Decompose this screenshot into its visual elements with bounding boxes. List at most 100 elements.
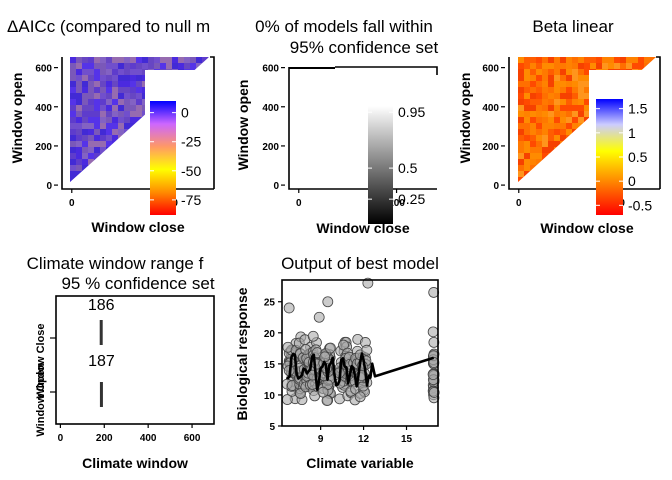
y-tick-label: 600	[35, 64, 52, 75]
x-tick-label: 200	[388, 198, 405, 209]
legend-tick-label: 1.5	[628, 101, 648, 117]
heatmap-cell	[112, 123, 118, 129]
heatmap-cell	[536, 147, 542, 153]
heatmap-cell	[530, 87, 536, 93]
heatmap-cell	[530, 63, 536, 69]
heatmap-cell	[518, 81, 524, 87]
heatmap-cell	[76, 117, 82, 123]
heatmap-cell	[136, 105, 142, 111]
heatmap-cell	[106, 75, 112, 81]
heatmap-cell	[70, 177, 76, 182]
heatmap-cell	[106, 87, 112, 93]
heatmap-cell	[118, 93, 124, 99]
heatmap-cell	[536, 159, 542, 165]
heatmap-cell	[100, 63, 106, 69]
heatmap-cell	[542, 147, 548, 153]
heatmap-cell	[76, 141, 82, 147]
heatmap-cell	[572, 123, 578, 129]
heatmap-cell	[536, 177, 542, 182]
heatmap-cell	[196, 57, 202, 63]
heatmap-cell	[106, 69, 112, 75]
heatmap-cell	[524, 111, 530, 117]
heatmap-cell	[136, 81, 142, 87]
heatmap-cell	[536, 117, 542, 123]
heatmap-cell	[88, 63, 94, 69]
heatmap-cell	[518, 57, 524, 63]
heatmap-cell	[112, 171, 118, 177]
heatmap-cell	[542, 99, 548, 105]
heatmap-cell	[518, 171, 524, 177]
heatmap-cell	[524, 171, 530, 177]
heatmap-cell	[160, 57, 166, 63]
heatmap-cell	[118, 147, 124, 153]
heatmap-cell	[94, 171, 100, 177]
heatmap-cell	[100, 177, 106, 182]
legend-tick-label: 0	[628, 173, 636, 189]
heatmap-cell	[578, 57, 584, 63]
legend-colorbar	[150, 101, 176, 215]
heatmap-cell	[518, 105, 524, 111]
heatmap-cell	[82, 87, 88, 93]
legend-tick-label: -0.5	[628, 197, 652, 213]
heatmap-cell	[136, 63, 142, 69]
heatmap-cell	[136, 93, 142, 99]
heatmap-cell	[94, 123, 100, 129]
heatmap-cell	[106, 63, 112, 69]
heatmap-cell	[136, 129, 142, 135]
heatmap-cell	[524, 135, 530, 141]
heatmap-cell	[536, 153, 542, 159]
heatmap-cell	[88, 69, 94, 75]
heatmap-cell	[578, 117, 584, 123]
heatmap-cell	[112, 81, 118, 87]
y-tick-label: 0	[273, 181, 279, 192]
heatmap-cell	[554, 165, 560, 171]
panel-title-line-1: Climate window range f	[27, 254, 204, 273]
x-axis-label: Window close	[316, 220, 409, 236]
legend-colorbar	[596, 99, 623, 215]
heatmap-cell	[560, 117, 566, 123]
heatmap-cell	[82, 75, 88, 81]
heatmap-cell	[76, 171, 82, 177]
heatmap-cell	[608, 57, 614, 63]
heatmap-cell	[136, 99, 142, 105]
heatmap-cell	[572, 105, 578, 111]
heatmap-cell	[112, 159, 118, 165]
heatmap-cell	[112, 63, 118, 69]
heatmap-cell	[112, 153, 118, 159]
heatmap-cell	[118, 117, 124, 123]
legend-tick-label: 0.25	[398, 191, 425, 207]
heatmap-cell	[118, 111, 124, 117]
heatmap-cell	[572, 159, 578, 165]
heatmap-cell	[542, 153, 548, 159]
heatmap-cell	[554, 99, 560, 105]
heatmap-cell	[590, 57, 596, 63]
heatmap-cell	[76, 69, 82, 75]
heatmap-cell	[554, 63, 560, 69]
heatmap-cell	[578, 99, 584, 105]
heatmap-cell	[124, 63, 130, 69]
heatmap-cell	[560, 177, 566, 182]
heatmap-cell	[548, 147, 554, 153]
panel-confidence-set: 0% of models fall within 95% confidence …	[235, 17, 438, 236]
heatmap-cell	[524, 75, 530, 81]
heatmap-cell	[530, 93, 536, 99]
heatmap-cell	[136, 171, 142, 177]
heatmap-cell	[106, 123, 112, 129]
heatmap-cell	[578, 141, 584, 147]
heatmap-cell	[572, 87, 578, 93]
heatmap-cell	[542, 135, 548, 141]
heatmap-cell	[166, 57, 172, 63]
heatmap-cell	[130, 117, 136, 123]
heatmap-cell	[100, 99, 106, 105]
heatmap-cell	[82, 111, 88, 117]
heatmap-cell	[566, 75, 572, 81]
heatmap-cell	[554, 135, 560, 141]
y-tick-label: 15	[264, 360, 276, 371]
heatmap-cell	[94, 141, 100, 147]
heatmap-cell	[572, 171, 578, 177]
heatmap-cell	[542, 105, 548, 111]
heatmap-cell	[554, 141, 560, 147]
heatmap-cell	[112, 99, 118, 105]
heatmap-cell	[548, 123, 554, 129]
heatmap-cell	[560, 123, 566, 129]
